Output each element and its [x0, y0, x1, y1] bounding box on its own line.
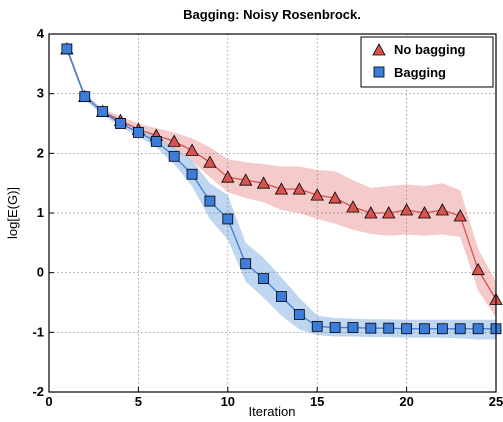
- no-bagging-point: [364, 206, 378, 219]
- y-tick-label: 2: [37, 145, 44, 160]
- no-bagging-point: [346, 200, 360, 213]
- no-bagging-point: [274, 182, 289, 195]
- bagging-point: [329, 322, 341, 333]
- no-bagging-point: [256, 176, 271, 189]
- band-1: [66, 45, 497, 340]
- bagging-point: [401, 323, 413, 335]
- legend-triangle-icon: [372, 43, 386, 56]
- legend-box: [360, 36, 494, 88]
- bagging-point: [168, 150, 180, 162]
- bagging-point: [347, 322, 359, 333]
- legend: No bagging Bagging: [360, 36, 494, 88]
- data-series: [60, 42, 503, 335]
- no-bagging-point: [328, 191, 342, 204]
- no-bagging-point: [471, 262, 485, 276]
- bagging-point: [472, 323, 484, 335]
- x-tick-label: 15: [310, 394, 324, 409]
- x-tick-label: 0: [45, 394, 52, 409]
- chart-title: Bagging: Noisy Rosenbrock.: [183, 7, 361, 22]
- no-bagging-point: [453, 209, 467, 222]
- confidence-bands: [66, 45, 497, 340]
- no-bagging-point: [167, 134, 181, 147]
- y-tick-label: 4: [37, 26, 45, 41]
- bagging-point: [436, 323, 448, 335]
- no-bagging-point: [239, 173, 253, 186]
- bagging-point: [222, 213, 234, 225]
- bagging-point: [115, 118, 126, 129]
- bagging-point: [79, 91, 91, 103]
- bagging-point: [276, 291, 287, 302]
- x-tick-label: 5: [135, 394, 142, 409]
- bagging-point: [61, 43, 73, 55]
- x-tick-label: 20: [399, 394, 413, 409]
- bagging-point: [311, 320, 323, 332]
- no-bagging-point: [382, 206, 396, 219]
- y-tick-label: -2: [32, 384, 44, 399]
- y-tick-label: 3: [37, 86, 44, 101]
- x-tick-label: 25: [489, 394, 503, 409]
- bagging-point: [97, 106, 109, 117]
- bagging-point: [240, 258, 252, 270]
- bagging-point: [365, 322, 377, 334]
- bagging-point: [293, 309, 305, 320]
- x-axis-label: Iteration: [249, 404, 296, 419]
- bagging-point: [383, 322, 395, 334]
- no-bagging-point: [435, 203, 450, 216]
- x-tick-label: 10: [221, 394, 235, 409]
- bagging-point: [204, 195, 216, 207]
- no-bagging-point: [310, 188, 324, 201]
- no-bagging-point: [185, 143, 199, 156]
- y-tick-label: -1: [32, 324, 44, 339]
- no-bagging-point: [292, 182, 306, 195]
- no-bagging-point: [203, 155, 217, 168]
- no-bagging-point: [399, 203, 414, 216]
- no-bagging-point: [221, 170, 235, 183]
- legend-square-icon: [373, 66, 385, 78]
- y-axis-label: log[E(G)]: [5, 187, 20, 239]
- bagging-point: [454, 323, 466, 335]
- no-bagging-point: [417, 206, 432, 219]
- bagging-point: [258, 273, 269, 285]
- bagging-point: [150, 135, 162, 147]
- bagging-point: [186, 168, 198, 180]
- legend-label-bagging: Bagging: [394, 65, 446, 80]
- bagging-point: [132, 127, 144, 138]
- y-tick-label: 0: [37, 265, 44, 280]
- band-0: [66, 45, 497, 318]
- y-tick-label: 1: [37, 205, 44, 220]
- bagging-point: [419, 323, 430, 335]
- legend-label-no-bagging: No bagging: [394, 42, 466, 57]
- axis-ticks: 0 5 10 15 20 25 -2 -1 0 1 2 3 4: [32, 26, 503, 409]
